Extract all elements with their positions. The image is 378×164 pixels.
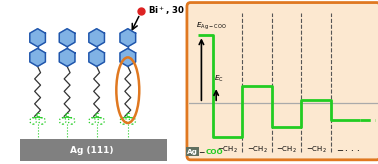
Text: $E_{\mathregular{C}}$: $E_{\mathregular{C}}$ [214,74,224,84]
Text: C: C [65,113,70,118]
Text: $-$CH$_2$: $-$CH$_2$ [246,144,267,155]
Polygon shape [120,48,136,66]
Text: $-$CH$_2$: $-$CH$_2$ [217,144,238,155]
Polygon shape [59,29,75,47]
Text: C: C [36,113,40,118]
Polygon shape [30,29,45,47]
Text: C: C [94,113,99,118]
Text: Ag: Ag [187,149,198,155]
Polygon shape [89,48,104,66]
Bar [20,139,167,161]
Text: Ag (111): Ag (111) [70,146,113,154]
Text: COO: COO [205,149,223,155]
Text: $-$: $-$ [198,146,205,155]
Text: C: C [125,113,130,118]
Text: $E_{\mathregular{Ag-COO}}$: $E_{\mathregular{Ag-COO}}$ [197,20,227,32]
Text: $-$CH$_2$: $-$CH$_2$ [306,144,326,155]
FancyBboxPatch shape [187,3,378,160]
Text: $-$CH$_2$: $-$CH$_2$ [276,144,297,155]
Text: $-\cdot\cdot\cdot$: $-\cdot\cdot\cdot$ [336,144,361,153]
Text: Bi$^+$, 30 keV: Bi$^+$, 30 keV [148,4,207,17]
Polygon shape [30,48,45,66]
Polygon shape [59,48,75,66]
Polygon shape [89,29,104,47]
Polygon shape [120,29,136,47]
